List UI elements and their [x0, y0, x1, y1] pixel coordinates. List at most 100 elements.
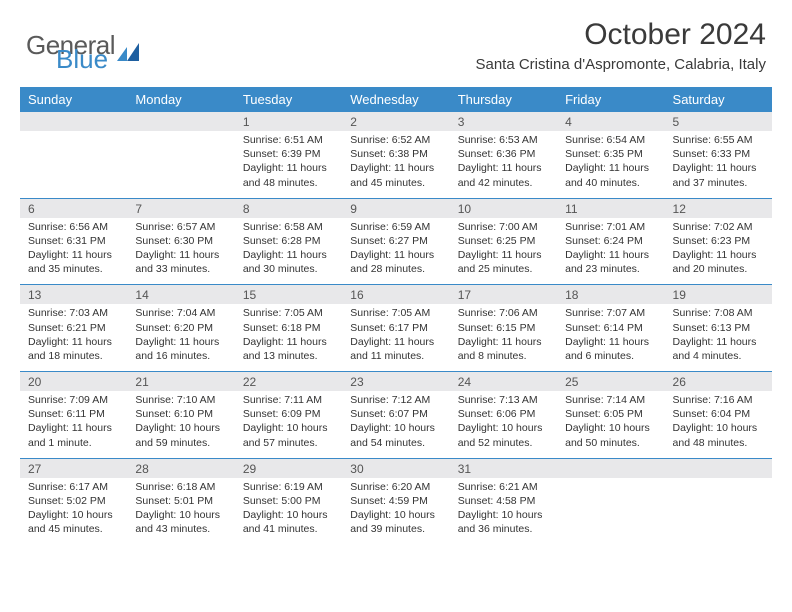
day-detail-cell: Sunrise: 7:16 AMSunset: 6:04 PMDaylight:…	[665, 391, 772, 458]
day-detail-cell: Sunrise: 7:12 AMSunset: 6:07 PMDaylight:…	[342, 391, 449, 458]
day-number-cell	[665, 458, 772, 478]
day-number-cell: 20	[20, 372, 127, 392]
day-number-cell: 25	[557, 372, 664, 392]
daylight-text: Daylight: 11 hours and 20 minutes.	[673, 248, 764, 276]
dayname-header: Monday	[127, 87, 234, 112]
sunset-text: Sunset: 6:15 PM	[458, 321, 549, 335]
dayname-header: Friday	[557, 87, 664, 112]
day-detail-cell: Sunrise: 7:06 AMSunset: 6:15 PMDaylight:…	[450, 304, 557, 371]
brand-flag-icon	[117, 37, 139, 55]
sunset-text: Sunset: 5:02 PM	[28, 494, 119, 508]
sunrise-text: Sunrise: 7:07 AM	[565, 306, 656, 320]
sunset-text: Sunset: 6:31 PM	[28, 234, 119, 248]
sunrise-text: Sunrise: 7:00 AM	[458, 220, 549, 234]
daynum-row: 13141516171819	[20, 285, 772, 305]
day-number-cell: 23	[342, 372, 449, 392]
day-number-cell: 13	[20, 285, 127, 305]
day-number-cell: 29	[235, 458, 342, 478]
day-detail-cell: Sunrise: 7:09 AMSunset: 6:11 PMDaylight:…	[20, 391, 127, 458]
detail-row: Sunrise: 6:17 AMSunset: 5:02 PMDaylight:…	[20, 478, 772, 545]
calendar-body: 12345Sunrise: 6:51 AMSunset: 6:39 PMDayl…	[20, 112, 772, 544]
day-detail-cell	[557, 478, 664, 545]
day-detail-cell: Sunrise: 7:10 AMSunset: 6:10 PMDaylight:…	[127, 391, 234, 458]
sunrise-text: Sunrise: 7:11 AM	[243, 393, 334, 407]
dayname-header: Thursday	[450, 87, 557, 112]
daylight-text: Daylight: 10 hours and 45 minutes.	[28, 508, 119, 536]
detail-row: Sunrise: 7:09 AMSunset: 6:11 PMDaylight:…	[20, 391, 772, 458]
day-number-cell	[557, 458, 664, 478]
daylight-text: Daylight: 10 hours and 57 minutes.	[243, 421, 334, 449]
sunrise-text: Sunrise: 7:02 AM	[673, 220, 764, 234]
day-detail-cell: Sunrise: 7:05 AMSunset: 6:18 PMDaylight:…	[235, 304, 342, 371]
daylight-text: Daylight: 10 hours and 54 minutes.	[350, 421, 441, 449]
sunset-text: Sunset: 6:11 PM	[28, 407, 119, 421]
day-detail-cell	[20, 131, 127, 198]
daylight-text: Daylight: 10 hours and 36 minutes.	[458, 508, 549, 536]
sunset-text: Sunset: 6:39 PM	[243, 147, 334, 161]
sunset-text: Sunset: 6:10 PM	[135, 407, 226, 421]
sunrise-text: Sunrise: 6:51 AM	[243, 133, 334, 147]
day-detail-cell: Sunrise: 7:04 AMSunset: 6:20 PMDaylight:…	[127, 304, 234, 371]
sunrise-text: Sunrise: 6:18 AM	[135, 480, 226, 494]
day-detail-cell: Sunrise: 6:55 AMSunset: 6:33 PMDaylight:…	[665, 131, 772, 198]
sunset-text: Sunset: 6:25 PM	[458, 234, 549, 248]
sunset-text: Sunset: 6:23 PM	[673, 234, 764, 248]
sunset-text: Sunset: 6:18 PM	[243, 321, 334, 335]
day-number-cell: 2	[342, 112, 449, 131]
day-detail-cell: Sunrise: 6:54 AMSunset: 6:35 PMDaylight:…	[557, 131, 664, 198]
day-detail-cell: Sunrise: 6:57 AMSunset: 6:30 PMDaylight:…	[127, 218, 234, 285]
day-detail-cell: Sunrise: 7:05 AMSunset: 6:17 PMDaylight:…	[342, 304, 449, 371]
detail-row: Sunrise: 6:56 AMSunset: 6:31 PMDaylight:…	[20, 218, 772, 285]
sunrise-text: Sunrise: 7:13 AM	[458, 393, 549, 407]
calendar-table: Sunday Monday Tuesday Wednesday Thursday…	[20, 87, 772, 544]
day-detail-cell: Sunrise: 7:13 AMSunset: 6:06 PMDaylight:…	[450, 391, 557, 458]
sunrise-text: Sunrise: 7:08 AM	[673, 306, 764, 320]
day-detail-cell: Sunrise: 6:58 AMSunset: 6:28 PMDaylight:…	[235, 218, 342, 285]
day-number-cell: 4	[557, 112, 664, 131]
day-number-cell: 22	[235, 372, 342, 392]
day-number-cell: 30	[342, 458, 449, 478]
sunrise-text: Sunrise: 7:01 AM	[565, 220, 656, 234]
sunrise-text: Sunrise: 6:57 AM	[135, 220, 226, 234]
sunset-text: Sunset: 6:09 PM	[243, 407, 334, 421]
day-number-cell	[20, 112, 127, 131]
daylight-text: Daylight: 10 hours and 52 minutes.	[458, 421, 549, 449]
sunset-text: Sunset: 6:13 PM	[673, 321, 764, 335]
daylight-text: Daylight: 11 hours and 8 minutes.	[458, 335, 549, 363]
daylight-text: Daylight: 11 hours and 6 minutes.	[565, 335, 656, 363]
daylight-text: Daylight: 11 hours and 18 minutes.	[28, 335, 119, 363]
day-number-cell: 9	[342, 198, 449, 218]
day-number-cell: 14	[127, 285, 234, 305]
title-block: October 2024 Santa Cristina d'Aspromonte…	[475, 18, 766, 73]
daylight-text: Daylight: 11 hours and 23 minutes.	[565, 248, 656, 276]
dayname-header: Saturday	[665, 87, 772, 112]
daylight-text: Daylight: 11 hours and 35 minutes.	[28, 248, 119, 276]
sunrise-text: Sunrise: 7:12 AM	[350, 393, 441, 407]
sunset-text: Sunset: 5:01 PM	[135, 494, 226, 508]
daylight-text: Daylight: 11 hours and 4 minutes.	[673, 335, 764, 363]
day-detail-cell: Sunrise: 6:18 AMSunset: 5:01 PMDaylight:…	[127, 478, 234, 545]
sunset-text: Sunset: 5:00 PM	[243, 494, 334, 508]
day-detail-cell: Sunrise: 7:14 AMSunset: 6:05 PMDaylight:…	[557, 391, 664, 458]
day-number-cell: 15	[235, 285, 342, 305]
sunset-text: Sunset: 6:35 PM	[565, 147, 656, 161]
day-number-cell: 6	[20, 198, 127, 218]
day-number-cell: 10	[450, 198, 557, 218]
day-detail-cell: Sunrise: 6:56 AMSunset: 6:31 PMDaylight:…	[20, 218, 127, 285]
day-detail-cell: Sunrise: 6:51 AMSunset: 6:39 PMDaylight:…	[235, 131, 342, 198]
daylight-text: Daylight: 11 hours and 28 minutes.	[350, 248, 441, 276]
day-detail-cell: Sunrise: 6:20 AMSunset: 4:59 PMDaylight:…	[342, 478, 449, 545]
sunrise-text: Sunrise: 6:53 AM	[458, 133, 549, 147]
day-detail-cell: Sunrise: 6:17 AMSunset: 5:02 PMDaylight:…	[20, 478, 127, 545]
day-number-cell: 5	[665, 112, 772, 131]
day-number-cell: 24	[450, 372, 557, 392]
sunrise-text: Sunrise: 6:55 AM	[673, 133, 764, 147]
sunrise-text: Sunrise: 6:54 AM	[565, 133, 656, 147]
daylight-text: Daylight: 11 hours and 16 minutes.	[135, 335, 226, 363]
month-title: October 2024	[475, 18, 766, 52]
dayname-header: Sunday	[20, 87, 127, 112]
daylight-text: Daylight: 11 hours and 48 minutes.	[243, 161, 334, 189]
day-detail-cell: Sunrise: 7:03 AMSunset: 6:21 PMDaylight:…	[20, 304, 127, 371]
page-header: General October 2024 Santa Cristina d'As…	[0, 0, 792, 79]
detail-row: Sunrise: 6:51 AMSunset: 6:39 PMDaylight:…	[20, 131, 772, 198]
